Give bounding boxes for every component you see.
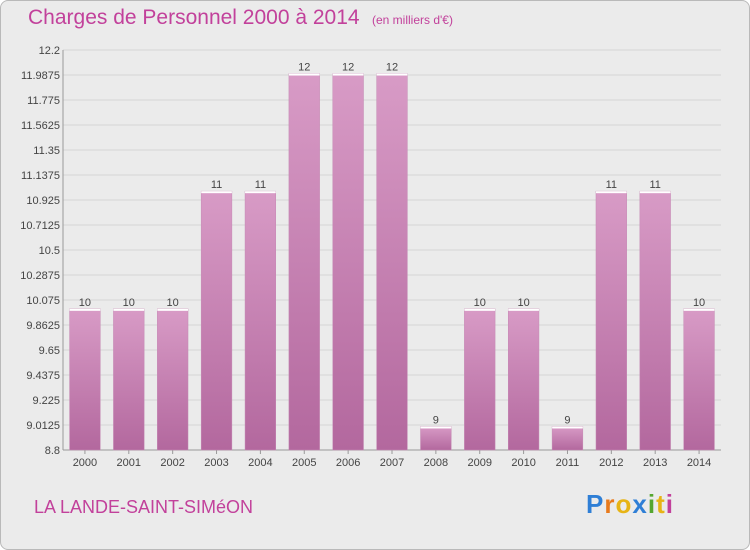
bar-2014: [683, 308, 715, 451]
y-tick-label: 10.5: [39, 245, 60, 257]
logo-letter: i: [665, 489, 674, 519]
bar-highlight: [683, 308, 715, 311]
bars: [69, 73, 715, 451]
city-name: LA LANDE-SAINT-SIMéON: [34, 497, 254, 517]
bar-highlight: [201, 191, 232, 194]
proxiti-logo: Proxiti: [586, 489, 674, 520]
chart-title: Charges de Personnel 2000 à 2014: [28, 6, 360, 29]
data-label: 11: [211, 179, 222, 191]
bar-2009: [464, 308, 496, 451]
bar-highlight: [69, 308, 101, 311]
chart-subtitle: (en milliers d'€): [372, 13, 453, 27]
x-tick-label: 2001: [117, 457, 141, 469]
bar-highlight: [332, 73, 364, 76]
data-label: 10: [79, 297, 91, 309]
x-tick-label: 2006: [336, 457, 360, 469]
bar-highlight: [464, 308, 496, 311]
bar-highlight: [639, 191, 671, 194]
y-tick-label: 9.0125: [26, 420, 60, 432]
y-tick-label: 11.1375: [21, 170, 60, 182]
bar-2008: [420, 426, 452, 451]
x-tick-label: 2009: [467, 457, 491, 469]
data-label: 12: [342, 62, 354, 74]
bar-2000: [69, 308, 101, 451]
bar-highlight: [552, 426, 583, 429]
bar-2010: [507, 308, 540, 451]
data-label: 9: [564, 414, 570, 426]
x-tick-label: 2010: [511, 457, 535, 469]
bar-2002: [157, 308, 189, 451]
y-tick-label: 10.925: [26, 195, 60, 207]
logo-letter: o: [615, 489, 633, 519]
logo-letter: i: [647, 489, 657, 519]
bar-2004: [244, 190, 277, 451]
data-label: 11: [606, 179, 617, 191]
data-label: 12: [298, 62, 310, 74]
data-label: 10: [517, 297, 529, 309]
x-tick-label: 2008: [424, 457, 448, 469]
y-tick-label: 9.225: [32, 395, 60, 407]
logo-letter: t: [656, 489, 666, 519]
data-labels: 10 10 10 11 11 12 12 12 9 10 10 9 11 11 10: [79, 62, 705, 427]
data-label: 10: [474, 297, 486, 309]
x-tick-label: 2007: [380, 457, 404, 469]
y-tick-label: 10.7125: [20, 220, 60, 232]
y-tick-label: 11.5625: [21, 120, 60, 132]
x-tick-label: 2000: [73, 457, 97, 469]
data-label: 12: [386, 62, 398, 74]
data-label: 10: [167, 297, 179, 309]
x-tick-label: 2014: [687, 457, 711, 469]
bar-2003: [200, 190, 233, 451]
bar-highlight: [288, 73, 320, 76]
y-tick-label: 12.2: [39, 45, 60, 57]
bar-highlight: [376, 73, 408, 76]
bar-highlight: [113, 308, 145, 311]
logo-letter: x: [632, 489, 648, 519]
data-label: 10: [693, 297, 705, 309]
bar-highlight: [157, 308, 189, 311]
x-tick-label: 2012: [599, 457, 623, 469]
y-tick-label: 9.4375: [26, 370, 60, 382]
y-tick-label: 9.65: [39, 345, 60, 357]
x-tick-label: 2013: [643, 457, 667, 469]
y-tick-label: 10.2875: [20, 270, 60, 282]
bar-2011: [551, 426, 584, 451]
logo-letter: r: [604, 489, 616, 519]
data-label: 10: [123, 297, 135, 309]
x-tick-label: 2005: [292, 457, 316, 469]
x-tick-label: 2002: [160, 457, 184, 469]
bar-highlight: [245, 191, 276, 194]
y-tick-labels: 8.8 9.0125 9.225 9.4375 9.65 9.8625 10.075 10.2…: [20, 45, 60, 457]
x-tick-label: 2011: [556, 457, 580, 469]
y-tick-label: 11.775: [27, 95, 60, 107]
y-tick-label: 11.35: [33, 145, 60, 157]
bar-2006: [332, 73, 364, 451]
x-tick-label: 2004: [248, 457, 272, 469]
logo-letter: P: [586, 489, 605, 519]
bar-highlight: [595, 191, 627, 194]
bar-highlight: [508, 308, 539, 311]
data-label: 11: [255, 179, 266, 191]
bar-2007: [376, 73, 408, 451]
bar-2012: [595, 190, 627, 451]
bar-2001: [113, 308, 145, 451]
x-tick-label: 2003: [204, 457, 228, 469]
bar-highlight: [420, 426, 452, 429]
bar-2013: [639, 190, 671, 451]
y-tick-label: 9.8625: [26, 320, 60, 332]
data-label: 9: [433, 414, 439, 426]
x-tick-labels: 2000 2001 2002 2003 2004 2005 2006 2007 2008 2009…: [73, 457, 712, 469]
y-tick-label: 11.9875: [21, 70, 60, 82]
bar-2005: [288, 73, 320, 451]
y-tick-label: 8.8: [45, 445, 60, 457]
y-tick-label: 10.075: [26, 295, 60, 307]
data-label: 11: [649, 179, 660, 191]
